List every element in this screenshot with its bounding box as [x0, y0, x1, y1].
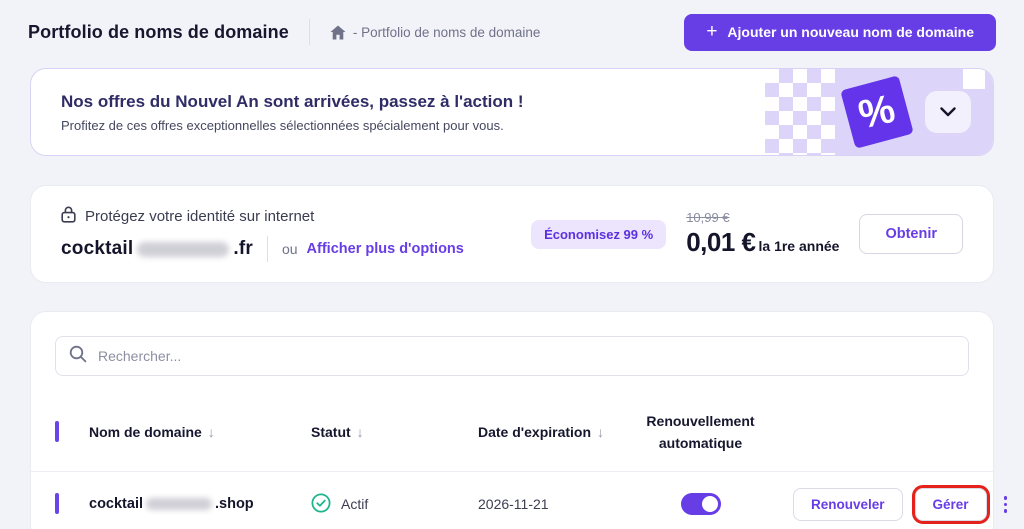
more-options-link[interactable]: Afficher plus d'options — [306, 241, 464, 257]
price-suffix: la 1re année — [758, 238, 840, 254]
save-badge: Économisez 99 % — [531, 219, 667, 249]
column-header-status[interactable]: Statut ↓ — [311, 424, 364, 441]
search-icon — [69, 345, 87, 368]
table-row: cocktail .shop Actif 2026-11-21 Renouvel… — [55, 472, 1008, 529]
row-expiration-date: 2026-11-21 — [478, 496, 549, 513]
old-price: 10,99 € — [686, 210, 730, 225]
offer-domain-tld: .fr — [233, 238, 253, 259]
add-domain-button[interactable]: + Ajouter un nouveau nom de domaine — [684, 13, 996, 51]
offers-banner: Nos offres du Nouvel An sont arrivées, p… — [30, 68, 994, 156]
price-block: 10,99 € 0,01 € la 1re année — [686, 210, 839, 258]
plus-icon: + — [706, 20, 718, 42]
domains-table-card: Nom de domaine ↓ Statut ↓ Date d'expirat… — [30, 311, 1008, 529]
domain-offer-card: Protégez votre identité sur internet coc… — [30, 185, 994, 283]
search-box[interactable] — [55, 336, 969, 376]
row-checkbox[interactable] — [55, 493, 59, 515]
select-all-checkbox[interactable] — [55, 421, 59, 443]
sort-arrow-icon: ↓ — [207, 424, 215, 441]
chevron-down-icon — [940, 105, 956, 120]
search-input[interactable] — [98, 348, 955, 364]
lock-icon — [61, 206, 76, 227]
home-icon[interactable] — [330, 25, 346, 40]
banner-title: Nos offres du Nouvel An sont arrivées, p… — [61, 91, 524, 111]
or-text: ou — [281, 241, 298, 257]
page-header: Portfolio de noms de domaine - Portfolio… — [0, 0, 1024, 64]
manage-button[interactable]: Gérer — [911, 484, 990, 524]
column-header-expiration[interactable]: Date d'expiration ↓ — [478, 424, 605, 441]
sort-arrow-icon: ↓ — [597, 424, 605, 441]
banner-expand-button[interactable] — [925, 91, 971, 133]
offer-domain-prefix: cocktail — [61, 238, 134, 259]
percent-icon: % — [840, 75, 914, 149]
header-divider — [308, 19, 310, 45]
redacted-domain-blur — [146, 498, 212, 511]
row-status: Actif — [311, 493, 478, 516]
add-domain-button-label: Ajouter un nouveau nom de domaine — [727, 24, 974, 40]
row-domain-name: cocktail .shop — [89, 496, 254, 513]
redacted-domain-blur — [137, 241, 230, 257]
status-badge: Actif — [341, 496, 369, 513]
breadcrumb-label: - Portfolio de noms de domaine — [352, 24, 541, 40]
get-offer-button[interactable]: Obtenir — [859, 214, 963, 254]
kebab-menu-icon[interactable] — [999, 492, 1013, 517]
page-title: Portfolio de noms de domaine — [28, 21, 289, 42]
column-header-auto-renew: Renouvellement automatique — [646, 413, 755, 452]
table-divider — [31, 470, 993, 472]
check-circle-icon — [311, 493, 331, 516]
current-price: 0,01 € — [686, 227, 756, 257]
offer-divider — [266, 236, 268, 262]
column-header-name[interactable]: Nom de domaine ↓ — [89, 424, 215, 441]
offer-heading: Protégez votre identité sur internet — [85, 208, 315, 225]
banner-decoration: % — [765, 69, 993, 155]
banner-subtitle: Profitez de ces offres exceptionnelles s… — [61, 117, 504, 133]
deco-corner-square — [963, 69, 985, 89]
table-header-row: Nom de domaine ↓ Statut ↓ Date d'expirat… — [55, 396, 969, 471]
renew-button[interactable]: Renouveler — [793, 487, 903, 521]
sort-arrow-icon: ↓ — [356, 424, 364, 441]
breadcrumb: - Portfolio de noms de domaine — [330, 24, 541, 40]
auto-renew-toggle[interactable] — [680, 493, 721, 516]
